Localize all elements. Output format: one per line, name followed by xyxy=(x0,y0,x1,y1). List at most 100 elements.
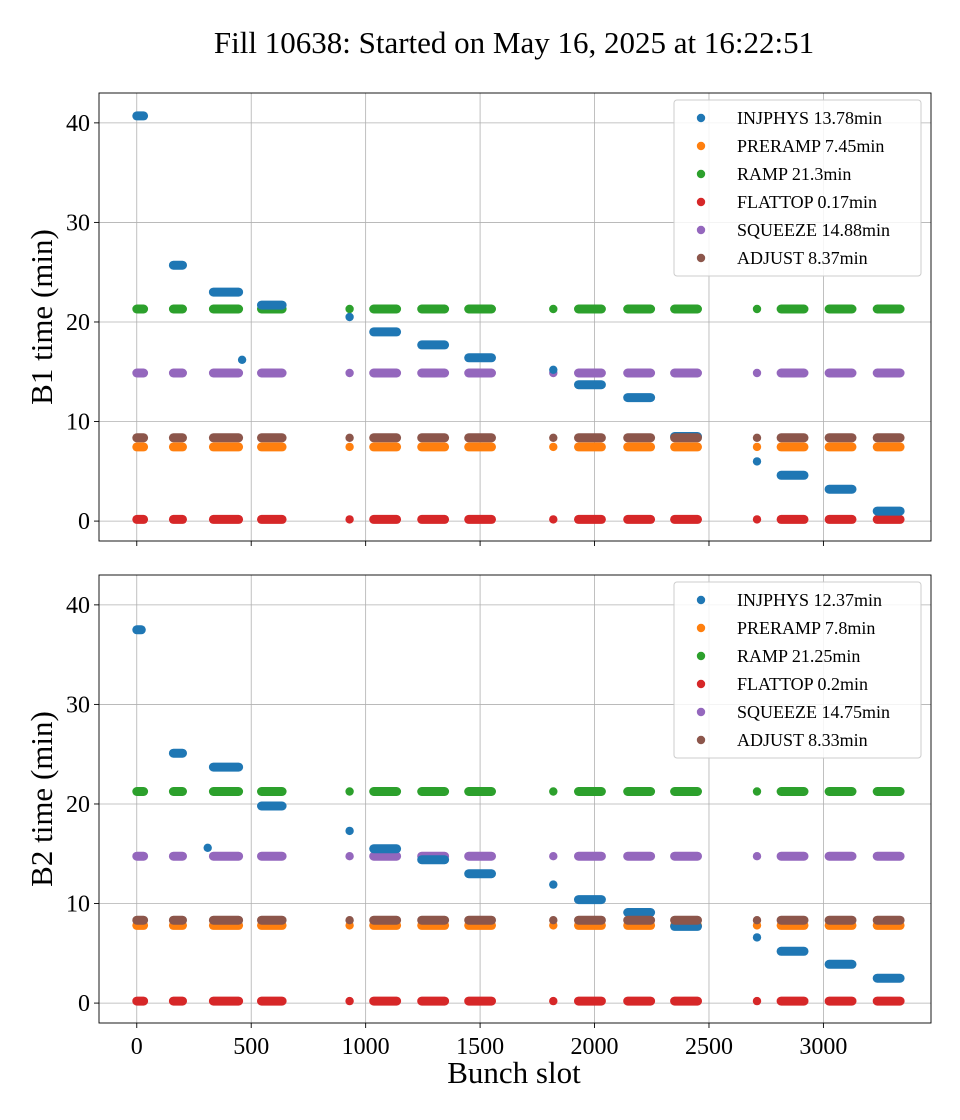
legend-marker xyxy=(696,623,706,633)
legend-label: SQUEEZE 14.88min xyxy=(737,220,890,240)
y-tick-label: 40 xyxy=(66,593,90,619)
data-point-injphys xyxy=(237,355,247,364)
data-point-adjust xyxy=(752,916,762,925)
data-point-ramp xyxy=(345,787,354,796)
legend-marker xyxy=(696,707,706,717)
data-point-injphys xyxy=(345,312,354,322)
legend-label: PRERAMP 7.45min xyxy=(737,136,884,156)
data-point-preramp xyxy=(549,442,558,452)
legend-label: ADJUST 8.37min xyxy=(737,248,868,268)
legend-item-ramp: RAMP 21.25min xyxy=(696,646,860,666)
x-axis-label: Bunch slot xyxy=(447,1055,581,1090)
legend-label: FLATTOP 0.17min xyxy=(737,192,877,212)
y-tick-label: 20 xyxy=(66,792,90,818)
legend-item-flattop: FLATTOP 0.2min xyxy=(696,674,868,694)
data-point-ramp xyxy=(752,787,762,796)
x-tick-label: 1000 xyxy=(342,1034,390,1060)
figure-title: Fill 10638: Started on May 16, 2025 at 1… xyxy=(214,25,814,60)
legend-box xyxy=(673,581,922,759)
legend: INJPHYS 12.37min PRERAMP 7.8min RAMP 21.25… xyxy=(673,581,922,759)
data-point-flattop xyxy=(345,996,354,1006)
y-tick-label: 10 xyxy=(66,410,90,436)
data-point-squeeze xyxy=(549,852,558,861)
x-tick-label: 1500 xyxy=(456,1034,504,1060)
data-point-preramp xyxy=(752,442,762,452)
legend-label: SQUEEZE 14.75min xyxy=(737,702,890,722)
legend-item-injphys: INJPHYS 13.78min xyxy=(696,108,882,128)
series-flattop xyxy=(132,514,905,524)
legend-label: INJPHYS 13.78min xyxy=(737,108,882,128)
data-point-squeeze xyxy=(345,852,354,861)
data-point-ramp xyxy=(752,304,762,314)
x-tick-label: 2500 xyxy=(685,1034,733,1060)
legend-item-squeeze: SQUEEZE 14.75min xyxy=(696,702,890,722)
series-adjust xyxy=(132,915,905,925)
legend: INJPHYS 13.78min PRERAMP 7.45min RAMP 21.3… xyxy=(673,99,922,277)
series-squeeze xyxy=(132,368,905,378)
y-tick-label: 10 xyxy=(66,892,90,918)
legend-marker xyxy=(696,113,706,123)
data-point-flattop xyxy=(752,515,762,524)
data-point-adjust xyxy=(752,433,762,442)
data-point-squeeze xyxy=(752,368,762,378)
y-axis-label: B1 time (min) xyxy=(24,229,59,405)
data-point-flattop xyxy=(549,996,558,1006)
y-tick-label: 0 xyxy=(78,509,90,535)
legend-item-preramp: PRERAMP 7.45min xyxy=(696,136,884,156)
data-point-adjust xyxy=(549,916,558,925)
data-point-flattop xyxy=(549,515,558,524)
plot-frame xyxy=(98,92,932,542)
data-point-injphys xyxy=(345,826,354,836)
data-point-ramp xyxy=(549,787,558,796)
legend-marker xyxy=(696,197,706,207)
x-tick-label: 2000 xyxy=(571,1034,619,1060)
series-flattop xyxy=(132,996,905,1006)
y-tick-label: 30 xyxy=(66,210,90,236)
series-squeeze xyxy=(132,851,905,861)
x-tick-label: 500 xyxy=(233,1034,269,1060)
legend-label: FLATTOP 0.2min xyxy=(737,674,868,694)
data-point-injphys xyxy=(549,880,558,889)
y-tick-label: 20 xyxy=(66,310,90,336)
legend-box xyxy=(673,99,922,277)
y-tick-label: 0 xyxy=(78,991,90,1017)
legend-marker xyxy=(696,169,706,179)
legend-label: ADJUST 8.33min xyxy=(737,730,868,750)
legend-marker xyxy=(696,595,706,605)
series-preramp xyxy=(132,442,905,452)
legend-item-injphys: INJPHYS 12.37min xyxy=(696,590,882,610)
legend-label: PRERAMP 7.8min xyxy=(737,618,875,638)
legend-item-adjust: ADJUST 8.33min xyxy=(696,730,868,750)
legend-item-squeeze: SQUEEZE 14.88min xyxy=(696,220,890,240)
legend-label: RAMP 21.3min xyxy=(737,164,851,184)
legend-marker xyxy=(696,141,706,151)
series-adjust xyxy=(132,433,905,443)
legend-marker xyxy=(696,253,706,263)
data-point-adjust xyxy=(345,916,354,925)
data-point-flattop xyxy=(752,996,762,1006)
legend-item-preramp: PRERAMP 7.8min xyxy=(696,618,875,638)
legend-marker xyxy=(696,735,706,745)
plot-frame xyxy=(98,574,932,1024)
data-point-flattop xyxy=(345,515,354,524)
data-point-ramp xyxy=(549,304,558,314)
legend-marker xyxy=(696,225,706,235)
data-point-adjust xyxy=(549,433,558,442)
legend-item-ramp: RAMP 21.3min xyxy=(696,164,851,184)
data-point-injphys xyxy=(752,933,762,942)
series-injphys xyxy=(132,625,905,983)
data-point-preramp xyxy=(345,442,354,452)
legend-marker xyxy=(696,651,706,661)
data-point-ramp xyxy=(345,304,354,314)
y-tick-label: 40 xyxy=(66,111,90,137)
data-point-injphys xyxy=(752,457,762,466)
data-point-injphys xyxy=(203,843,212,852)
legend-item-flattop: FLATTOP 0.17min xyxy=(696,192,877,212)
series-ramp xyxy=(132,787,905,796)
x-tick-label: 0 xyxy=(131,1034,143,1060)
data-point-adjust xyxy=(345,433,354,442)
data-point-squeeze xyxy=(752,852,762,861)
legend-label: INJPHYS 12.37min xyxy=(737,590,882,610)
b1-timing-panel: 0 10 20 30 40 B1 time (min) INJPHYS 13.78min PR… xyxy=(24,92,932,546)
